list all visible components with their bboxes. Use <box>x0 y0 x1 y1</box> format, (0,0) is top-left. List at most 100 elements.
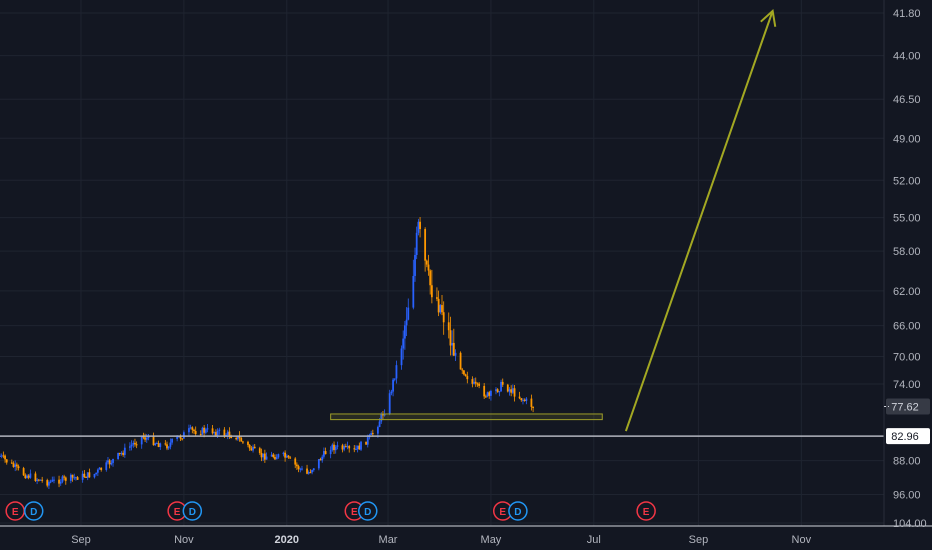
candle <box>135 441 138 449</box>
candle <box>382 410 384 420</box>
price-tick-label: 62.00 <box>893 286 921 298</box>
svg-text:82.96: 82.96 <box>891 431 919 443</box>
dividend-marker[interactable]: D <box>358 501 378 521</box>
candle <box>39 479 42 481</box>
candle <box>105 460 108 472</box>
price-tick-label: 46.50 <box>893 94 921 106</box>
candle <box>75 476 77 481</box>
candle <box>321 454 324 463</box>
price-tick-label: 74.00 <box>893 379 921 391</box>
time-tick-label: May <box>481 534 502 546</box>
svg-text:D: D <box>189 507 196 518</box>
candle <box>449 316 452 356</box>
candle <box>235 436 238 441</box>
candle <box>274 454 276 460</box>
time-tick-label: 2020 <box>275 534 299 546</box>
candle <box>400 345 403 370</box>
price-tick-label: 70.00 <box>893 352 921 364</box>
candle <box>34 471 37 482</box>
candle <box>118 452 121 456</box>
candle <box>464 373 467 377</box>
svg-text:D: D <box>364 507 371 518</box>
candle <box>451 330 454 356</box>
candle <box>83 470 86 478</box>
svg-text:E: E <box>12 507 19 518</box>
arrow-drawing[interactable] <box>624 8 777 432</box>
candle <box>495 387 497 395</box>
dividend-marker[interactable]: D <box>182 501 203 521</box>
rectangle-drawing[interactable] <box>330 413 603 421</box>
price-axis[interactable]: 41.80 44.00 46.50 49.00 52.00 55.00 58.00 62.00… <box>893 8 927 530</box>
candle <box>463 369 465 376</box>
time-tick-label: Nov <box>174 534 194 546</box>
price-tick-label: 96.00 <box>893 489 921 501</box>
time-tick-label: Mar <box>379 534 398 546</box>
candle <box>26 474 28 479</box>
earnings-marker[interactable]: E <box>5 501 25 521</box>
candle <box>85 476 87 479</box>
candle <box>427 254 430 276</box>
candle <box>194 426 197 436</box>
candle <box>346 441 349 450</box>
candle <box>4 454 6 463</box>
candle <box>412 259 415 310</box>
candle <box>360 440 362 451</box>
price-tick-label: 55.00 <box>893 213 921 225</box>
candle <box>437 290 440 317</box>
candle <box>353 445 356 453</box>
candle <box>430 269 433 304</box>
candle <box>317 459 320 471</box>
candle <box>488 390 491 399</box>
candle <box>476 382 479 387</box>
candle <box>419 216 421 238</box>
candle <box>309 469 312 474</box>
candle <box>211 424 214 435</box>
candle <box>522 398 524 405</box>
candle <box>508 387 511 396</box>
candle <box>311 469 313 475</box>
candle <box>144 433 146 442</box>
dividend-marker[interactable]: D <box>23 501 44 521</box>
candle <box>0 453 1 457</box>
candle <box>277 453 280 459</box>
candle <box>250 446 253 451</box>
candle <box>58 475 60 488</box>
svg-text:E: E <box>174 507 181 518</box>
candle <box>501 378 504 387</box>
candle <box>383 409 386 417</box>
candle <box>41 476 44 483</box>
candle <box>93 473 96 479</box>
candle <box>152 432 155 446</box>
candle <box>88 468 91 478</box>
candle <box>252 444 254 453</box>
candle <box>355 445 357 451</box>
last-price-label: 77.62 <box>884 398 930 415</box>
candle <box>306 464 308 475</box>
candle <box>429 269 432 295</box>
candle <box>331 443 334 452</box>
earnings-marker[interactable]: E <box>636 501 656 521</box>
candle <box>392 378 394 397</box>
candle <box>95 472 98 476</box>
dividend-marker[interactable]: D <box>508 501 528 521</box>
candle <box>29 469 32 479</box>
time-axis[interactable]: Sep Nov 2020 Mar May Jul Sep Nov <box>71 534 811 546</box>
svg-text:77.62: 77.62 <box>891 402 919 414</box>
candle <box>319 457 322 461</box>
candle <box>532 406 534 413</box>
candle <box>265 452 268 460</box>
candle <box>275 454 278 460</box>
candle <box>132 440 135 448</box>
candle <box>12 461 15 468</box>
earnings-marker[interactable]: E <box>344 501 365 521</box>
price-tick-label: 44.00 <box>893 51 921 63</box>
candle <box>282 451 285 457</box>
drawings[interactable] <box>0 8 884 437</box>
candle <box>46 478 49 488</box>
candle <box>297 464 300 473</box>
time-tick-label: Sep <box>71 534 91 546</box>
candle <box>471 376 474 388</box>
candle <box>86 472 89 481</box>
